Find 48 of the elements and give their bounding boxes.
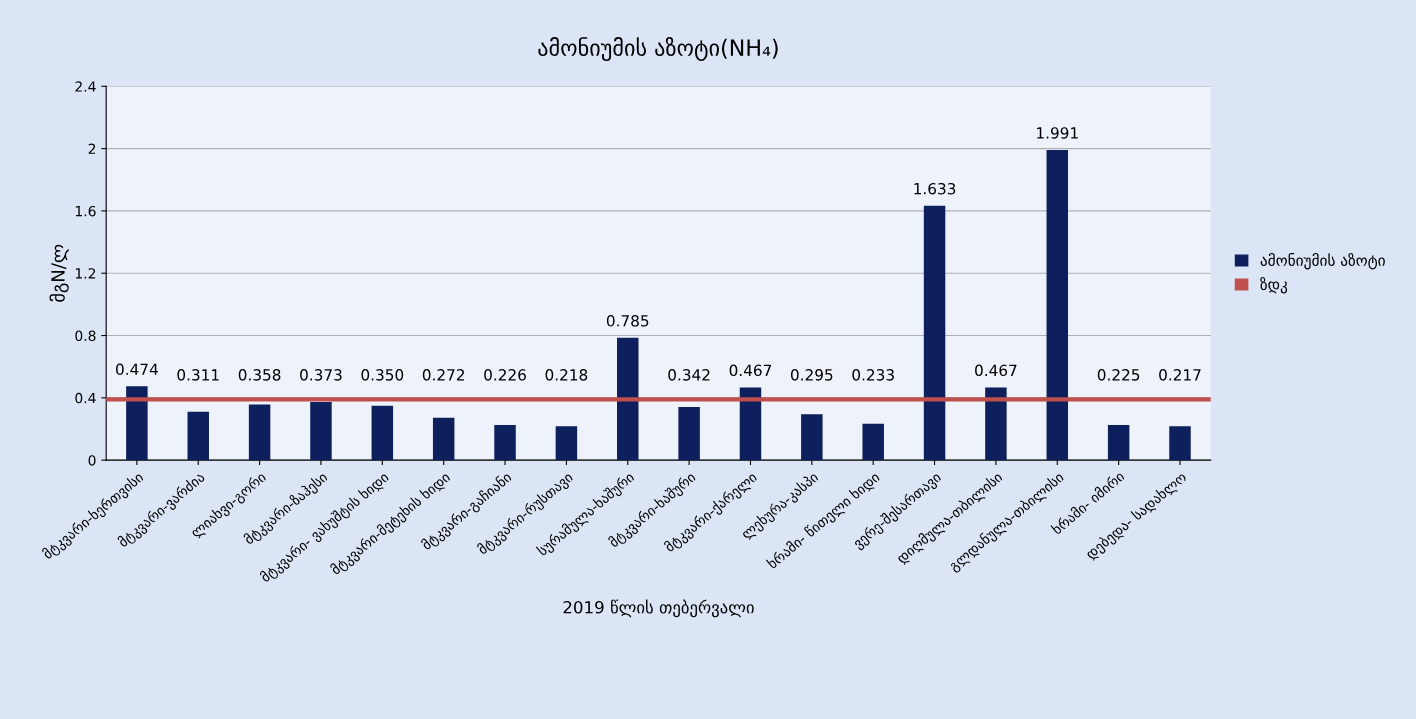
bar [126,386,148,461]
bar [1169,426,1191,461]
bar [923,205,946,461]
bar [371,405,394,461]
text: 0.467 [729,364,772,377]
text: 0.226 [484,369,526,381]
bar [678,406,700,461]
bar [801,414,823,461]
y-tick-label: 0.4 [75,392,96,404]
bar [248,404,271,461]
text: 0.785 [606,315,649,327]
x-axis-title: 2019 წლის თებერვალი [563,599,754,618]
text: 0.233 [852,369,894,381]
y-tick-label: 1.6 [75,205,96,217]
bar [617,337,639,461]
y-tick-label: 1.2 [75,268,96,279]
y-tick-label: 2.4 [75,81,96,92]
text: 0.358 [238,369,281,381]
text: 0.311 [177,369,219,381]
text: 0.373 [300,369,342,381]
bar [1046,150,1069,461]
text: 0.342 [668,369,710,381]
text: 0.272 [422,369,465,381]
text: 0.218 [545,369,588,381]
y-axis-title: მგN/ლ [49,244,69,302]
legend-label: ამონიუმის აზოტი [1260,253,1385,270]
text: 0.295 [790,369,833,381]
text: 0.225 [1097,369,1140,381]
y-tick-label: 0 [88,455,96,466]
bar [432,417,455,461]
bar [1107,425,1130,461]
bar [494,424,516,461]
text: 1.633 [914,182,956,195]
bar [739,387,762,461]
bar [555,426,578,461]
text: 0.217 [1159,369,1201,381]
text: 0.350 [361,369,404,381]
text: 1.991 [1037,127,1078,139]
y-tick-label: 0.8 [75,330,96,342]
legend-label: ზდკ [1260,277,1288,294]
bar [985,387,1007,461]
text: 0.474 [116,363,158,376]
bar [310,402,332,461]
chart-title: ამონიუმის აზოტი(NH₄) [538,37,778,61]
text: 0.467 [975,364,1017,377]
bar [862,423,884,461]
y-tick-label: 2 [88,143,96,154]
bar [187,411,209,461]
